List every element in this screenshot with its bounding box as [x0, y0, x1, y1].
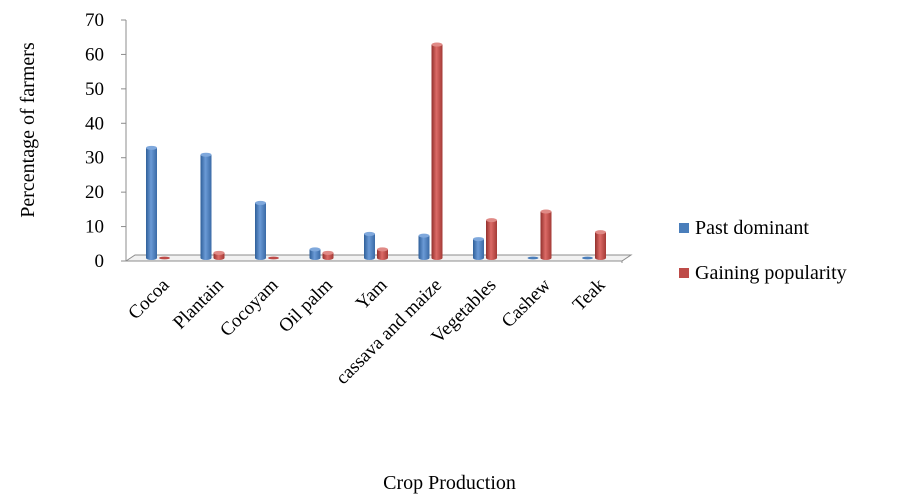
x-tick-label: Cocoyam: [216, 275, 282, 341]
y-axis-title: Percentage of farmers: [17, 42, 39, 218]
bar-gaining-popularity: [540, 209, 552, 260]
x-axis-title: Crop Production: [383, 472, 516, 494]
legend-item: Past dominant: [679, 212, 894, 244]
bar-past-dominant: [200, 152, 212, 260]
x-tick-label: Teak: [569, 274, 610, 315]
bar-gaining-popularity: [486, 218, 497, 260]
bar-gaining-popularity: [431, 42, 443, 260]
bar-gaining-popularity: [377, 247, 388, 260]
bar-past-dominant: [418, 233, 430, 260]
x-tick-label: Cashew: [498, 274, 556, 332]
y-tick-label: 50: [85, 79, 104, 100]
y-tick-label: 30: [85, 148, 104, 169]
bar-past-dominant: [364, 231, 376, 260]
bar-gaining-popularity: [322, 250, 334, 260]
y-tick-label: 60: [85, 44, 104, 65]
bar-gaining-popularity: [213, 250, 225, 260]
bar-gaining-popularity: [268, 256, 279, 260]
bar-gaining-popularity: [595, 230, 606, 260]
y-axis: 0 10 20 30 40 50 60 70: [85, 10, 127, 272]
x-tick-label: Yam: [352, 275, 392, 315]
legend-label: Gaining popularity: [695, 261, 847, 284]
x-tick-label: Cocoa: [124, 274, 174, 324]
bar-past-dominant: [527, 256, 539, 260]
bar-gaining-popularity: [159, 256, 170, 260]
y-tick-label: 40: [85, 113, 104, 134]
y-tick-label: 70: [85, 10, 104, 31]
x-tick-label: Oil palm: [275, 275, 337, 337]
y-tick-label: 10: [85, 217, 104, 238]
bar-past-dominant: [582, 256, 593, 260]
legend: Past dominant Gaining popularity: [679, 212, 894, 302]
y-tick-label: 0: [95, 251, 105, 272]
bar-past-dominant: [146, 145, 157, 260]
legend-swatch: [679, 223, 689, 233]
y-tick-label: 20: [85, 182, 104, 203]
bar-past-dominant: [255, 200, 266, 260]
bars: [146, 42, 606, 260]
bar-past-dominant: [473, 237, 484, 260]
bar-past-dominant: [309, 247, 321, 260]
legend-label: Past dominant: [695, 216, 809, 239]
legend-item: Gaining popularity: [679, 257, 894, 289]
legend-swatch: [679, 268, 689, 278]
